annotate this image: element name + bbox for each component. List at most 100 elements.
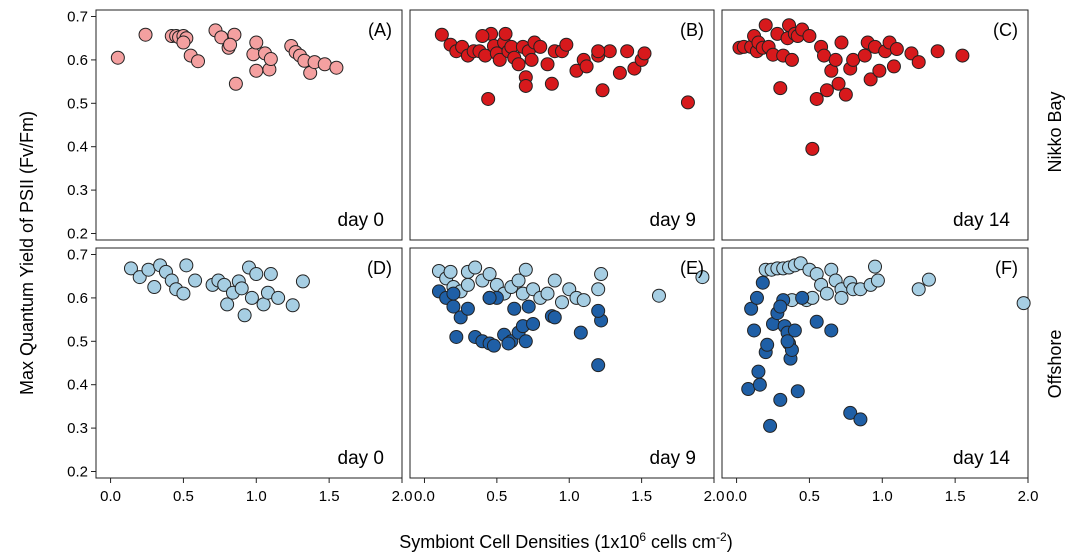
data-point [763, 418, 778, 433]
data-point [857, 48, 872, 63]
data-point [518, 262, 533, 277]
panel-2: (B) day 9 [409, 9, 715, 241]
data-point [760, 337, 775, 352]
data-point [498, 26, 513, 41]
data-point [889, 42, 904, 57]
data-point [780, 334, 795, 349]
x-tick-label: 2.0 [392, 488, 413, 505]
data-point [507, 301, 522, 316]
y-tick-label: 0.5 [67, 333, 88, 350]
x-tick-label: 0.0 [100, 488, 121, 505]
data-point [595, 83, 610, 98]
data-point [802, 29, 817, 44]
data-point [443, 264, 458, 279]
data-point [449, 329, 464, 344]
data-point [237, 308, 252, 323]
day-label: day 9 [650, 210, 696, 231]
data-point [1016, 296, 1031, 311]
data-point [790, 384, 805, 399]
y-tick-label: 0.3 [67, 420, 88, 437]
data-point [573, 325, 588, 340]
y-tick-label: 0.2 [67, 463, 88, 480]
panel-letter: (D) [367, 258, 392, 278]
data-point [752, 377, 767, 392]
x-tick-label: 0.0 [726, 488, 747, 505]
data-point [179, 258, 194, 273]
data-point [518, 334, 533, 349]
data-point [795, 290, 810, 305]
data-point [838, 87, 853, 102]
panel-letter: (C) [993, 20, 1018, 40]
data-point [834, 290, 849, 305]
data-point [870, 273, 885, 288]
data-point [249, 267, 264, 282]
panel-frame [95, 9, 403, 241]
data-point [481, 91, 496, 106]
data-point [819, 286, 834, 301]
data-point [680, 95, 695, 110]
data-point [911, 55, 926, 70]
panel-letter: (A) [368, 20, 392, 40]
data-point [930, 44, 945, 59]
panel-letter: (F) [995, 258, 1018, 278]
row-label-nikko-bay: Nikko Bay [1045, 91, 1065, 172]
day-label: day 0 [338, 448, 384, 469]
data-point [482, 290, 497, 305]
data-point [138, 27, 153, 42]
data-point [511, 57, 526, 72]
data-point [249, 63, 264, 78]
data-point [524, 52, 539, 67]
panel-3: (C) day 14 [721, 9, 1029, 241]
data-point [244, 290, 259, 305]
data-point [540, 286, 555, 301]
data-point [141, 262, 156, 277]
data-point [828, 52, 843, 67]
data-point [110, 50, 125, 65]
data-point [749, 290, 764, 305]
data-point [547, 310, 562, 325]
data-point [817, 48, 831, 63]
data-point [784, 52, 799, 67]
data-point [591, 282, 606, 297]
y-tick-label: 0.7 [67, 9, 88, 26]
data-point [824, 323, 839, 338]
data-point [460, 301, 475, 316]
data-point [758, 18, 773, 33]
data-point [831, 76, 846, 91]
data-point [285, 298, 300, 313]
data-point [594, 267, 609, 282]
data-point [809, 314, 824, 329]
data-point [651, 288, 666, 303]
day-label: day 9 [650, 448, 696, 469]
data-point [544, 76, 559, 91]
data-point [191, 54, 205, 69]
data-point [747, 323, 762, 338]
data-point [223, 37, 238, 52]
day-label: day 0 [338, 210, 384, 231]
data-point [518, 78, 533, 93]
data-point [540, 57, 555, 72]
data-point [612, 65, 627, 80]
y-tick-label: 0.6 [67, 290, 88, 307]
data-point [805, 141, 820, 156]
data-point [787, 323, 802, 338]
data-point [526, 316, 541, 331]
data-point [843, 405, 858, 420]
data-point [591, 303, 606, 318]
x-tick-label: 0.0 [414, 488, 435, 505]
data-point [620, 44, 635, 59]
data-point [176, 35, 191, 50]
x-tick-label: 1.0 [872, 488, 893, 505]
data-point [773, 81, 788, 96]
data-point [695, 270, 710, 285]
data-point [295, 274, 310, 289]
x-tick-label: 1.5 [631, 488, 652, 505]
y-tick-label: 0.5 [67, 95, 88, 112]
y-tick-label: 0.4 [67, 139, 88, 156]
data-point [220, 297, 235, 312]
x-tick-label: 1.0 [559, 488, 580, 505]
data-point [147, 280, 162, 295]
data-point [579, 59, 594, 74]
data-point [744, 301, 759, 316]
